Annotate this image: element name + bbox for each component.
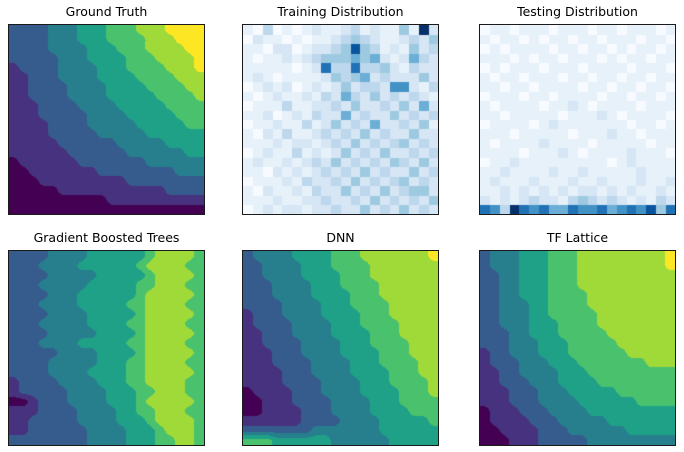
panel-ground-truth: Ground Truth (8, 4, 205, 215)
dnn-contour-plot (242, 250, 439, 446)
ground-truth-contour-plot (8, 24, 205, 215)
gradient-boosted-trees-title: Gradient Boosted Trees (33, 230, 180, 245)
training-distribution-title: Training Distribution (277, 4, 404, 19)
panel-gradient-boosted-trees: Gradient Boosted Trees (8, 230, 205, 446)
tf-lattice-title: TF Lattice (546, 230, 609, 245)
testing-distribution-heatmap (479, 24, 676, 215)
testing-distribution-title: Testing Distribution (517, 4, 638, 19)
panel-tf-lattice: TF Lattice (479, 230, 676, 446)
panel-dnn: DNN (242, 230, 439, 446)
panel-training-distribution: Training Distribution (242, 4, 439, 215)
tf-lattice-contour-plot (479, 250, 676, 446)
gradient-boosted-trees-contour-plot (8, 250, 205, 446)
panel-testing-distribution: Testing Distribution (479, 4, 676, 215)
ground-truth-title: Ground Truth (65, 4, 148, 19)
dnn-title: DNN (326, 230, 355, 245)
training-distribution-heatmap (242, 24, 439, 215)
